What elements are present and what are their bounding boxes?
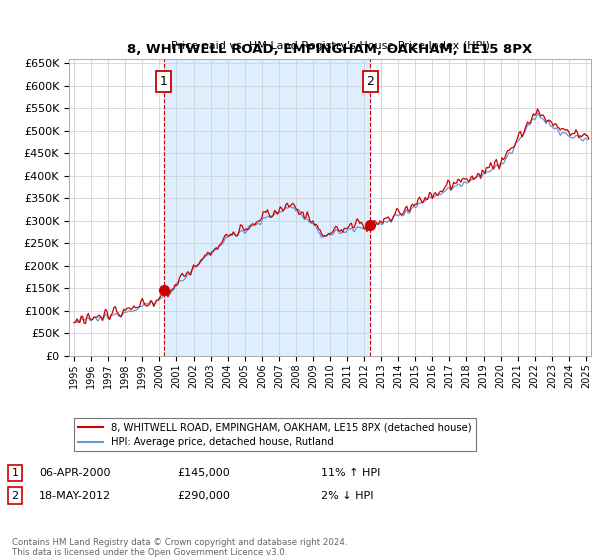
Text: £145,000: £145,000: [177, 468, 230, 478]
Bar: [164, 59, 370, 356]
Text: 18-MAY-2012: 18-MAY-2012: [39, 491, 111, 501]
Title: 8, WHITWELL ROAD, EMPINGHAM, OAKHAM, LE15 8PX: 8, WHITWELL ROAD, EMPINGHAM, OAKHAM, LE1…: [127, 43, 533, 56]
Text: 2: 2: [11, 491, 19, 501]
Text: Price paid vs. HM Land Registry's House Price Index (HPI): Price paid vs. HM Land Registry's House …: [170, 41, 490, 52]
Text: £290,000: £290,000: [177, 491, 230, 501]
Text: 1: 1: [160, 75, 167, 88]
Text: 2% ↓ HPI: 2% ↓ HPI: [321, 491, 373, 501]
Legend: 8, WHITWELL ROAD, EMPINGHAM, OAKHAM, LE15 8PX (detached house), HPI: Average pri: 8, WHITWELL ROAD, EMPINGHAM, OAKHAM, LE1…: [74, 418, 476, 451]
Text: 11% ↑ HPI: 11% ↑ HPI: [321, 468, 380, 478]
Text: 2: 2: [367, 75, 374, 88]
Text: Contains HM Land Registry data © Crown copyright and database right 2024.
This d: Contains HM Land Registry data © Crown c…: [12, 538, 347, 557]
Text: 1: 1: [11, 468, 19, 478]
Text: 06-APR-2000: 06-APR-2000: [39, 468, 110, 478]
